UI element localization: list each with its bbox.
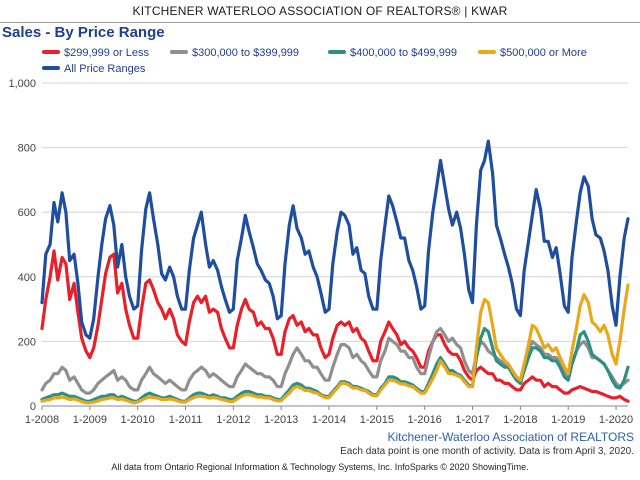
header-title: KITCHENER WATERLOO ASSOCIATION OF REALTO… [132,4,508,18]
x-tick-label: 1-2018 [503,414,537,426]
header-bar: KITCHENER WATERLOO ASSOCIATION OF REALTO… [0,0,640,23]
legend-label: All Price Ranges [64,63,146,75]
footer-credit: All data from Ontario Regional Informati… [111,462,529,472]
legend: $299,999 or Less $300,000 to $399,999 $400… [42,47,587,75]
x-tick-label: 1-2010 [121,414,155,426]
axis-layer: 0 200 400 600 800 1,000 1-2008 1-2009 1-2010 1-20… [8,78,633,426]
y-tick-label: 200 [18,336,36,348]
x-tick-label: 1-2015 [360,414,394,426]
chart-title: Sales - By Price Range [2,24,165,41]
x-tick-label: 1-2020 [599,414,633,426]
legend-label: $400,000 to $499,999 [350,47,457,59]
x-tick-label: 1-2009 [73,414,107,426]
legend-label: $299,999 or Less [64,47,150,59]
x-tick-label: 1-2019 [551,414,585,426]
y-tick-label: 0 [30,401,36,413]
x-tick-label: 1-2013 [264,414,298,426]
x-tick-label: 1-2012 [216,414,250,426]
series-line-0 [40,139,630,340]
x-tick-label: 1-2017 [455,414,489,426]
y-tick-label: 1,000 [8,78,36,90]
series-line-1 [40,249,630,403]
y-tick-label: 800 [18,143,36,155]
legend-label: $300,000 to $399,999 [192,47,299,59]
y-tick-label: 600 [18,207,36,219]
source-label: Kitchener-Waterloo Association of REALTO… [387,430,634,444]
x-tick-label: 1-2014 [312,414,346,426]
series-line-2 [40,326,630,395]
x-tick-label: 1-2016 [408,414,442,426]
x-tick-label: 1-2011 [169,414,202,426]
data-note: Each data point is one month of activity… [340,446,634,457]
legend-label: $500,000 or More [500,47,587,59]
y-tick-label: 400 [18,272,36,284]
x-tick-label: 1-2008 [25,414,59,426]
series-layer [40,139,630,405]
series-line-4 [40,283,630,405]
